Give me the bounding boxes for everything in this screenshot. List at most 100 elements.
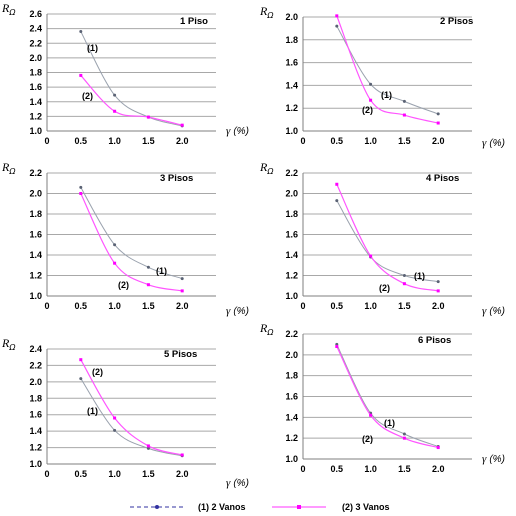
y-tick-label: 1.8 [285,35,298,45]
chart-svg: 1.0 1.2 1.4 1.6 1.8 2.0 2.2 0 0.5 1.0 1.5 2.0 RΩ γ (%)… [259,321,505,474]
y-tick-label: 1.2 [29,111,42,121]
y-axis-label: RΩ [259,321,274,337]
x-tick-label: 1.5 [142,301,155,311]
y-tick-label: 1.6 [29,82,42,92]
x-tick-label: 2.0 [176,301,189,311]
data-point-series-1 [402,274,406,277]
data-point-series-1 [79,185,83,189]
data-point-series-2 [335,14,339,18]
y-tick-label: 1.0 [29,459,42,469]
chart-svg: 1.0 1.2 1.4 1.6 1.8 2.0 0 0.5 1.0 1.5 2.0 RΩ γ (%) 2 P… [259,4,505,149]
y-tick-label: 1.4 [285,80,298,90]
series-line-2 [80,359,183,456]
data-point-series-2 [146,115,150,119]
series-label-1: (1) [381,90,392,100]
x-tick-label: 1.0 [108,301,121,311]
data-point-series-1 [369,82,373,86]
y-tick-label: 1.2 [29,271,42,281]
data-point-series-2 [402,282,406,286]
data-point-series-2 [79,73,83,77]
series-label-1: (1) [414,271,425,281]
series-line-2 [80,75,183,126]
data-point-series-1 [436,112,440,116]
series-label-1: (1) [87,406,98,416]
y-axis-label: RΩ [1,1,16,17]
x-tick-label: 0 [44,301,49,311]
y-tick-label: 1.8 [29,209,42,219]
y-tick-label: 1.4 [285,412,298,422]
legend: (1) 2 Vanos (2) 3 Vanos [0,498,516,516]
chart-panel-1-piso: 1.0 1.2 1.4 1.6 1.8 2.0 2.2 2.4 2.6 0 0.5 1.0 1.5 2.0… [0,0,258,164]
x-tick-label: 0.5 [331,464,344,474]
y-tick-label: 1.0 [285,126,298,136]
data-point-series-2 [146,283,150,287]
chart-title: 2 Pisos [440,16,473,27]
x-tick-label: 0.5 [75,469,88,479]
y-tick-label: 1.2 [285,103,298,113]
data-point-series-2 [369,98,373,102]
y-tick-label: 1.4 [29,250,42,260]
x-tick-label: 0 [300,136,305,146]
data-point-series-2 [79,358,83,362]
x-tick-label: 1.0 [108,469,121,479]
y-tick-label: 1.2 [285,433,298,443]
x-axis-label: γ (%) [226,477,249,489]
x-tick-label: 1.0 [108,136,121,146]
data-point-series-2 [369,413,373,417]
x-axis-label: γ (%) [482,137,505,149]
data-point-series-2 [402,436,406,440]
x-tick-label: 0 [44,469,49,479]
series-label-1: (1) [87,43,98,53]
series-line-2 [80,193,183,292]
data-point-series-1 [335,199,339,203]
data-point-series-1 [113,93,117,97]
x-tick-label: 2.0 [432,301,445,311]
y-tick-label: 1.0 [285,454,298,464]
data-point-series-1 [113,428,117,432]
y-axis-label: RΩ [259,4,274,20]
chart-panel-3-pisos: 1.0 1.2 1.4 1.6 1.8 2.0 2.2 0 0.5 1.0 1.5 2.0 RΩ γ (%)… [0,160,258,328]
chart-svg: 1.0 1.2 1.4 1.6 1.8 2.0 2.2 0 0.5 1.0 1.5 2.0 RΩ γ (%)… [1,160,249,317]
x-tick-label: 0.5 [331,136,344,146]
chart-title: 5 Pisos [164,349,197,360]
series-line-1 [80,378,183,457]
chart-panel-2-pisos: 1.0 1.2 1.4 1.6 1.8 2.0 0 0.5 1.0 1.5 2.0 RΩ γ (%) 2 P… [258,0,516,164]
y-axis-label: RΩ [1,336,16,352]
series-label-2: (2) [379,283,390,293]
x-axis-label: γ (%) [482,453,505,465]
data-point-series-1 [79,30,83,34]
x-tick-label: 0.5 [331,301,344,311]
chart-panel-6-pisos: 1.0 1.2 1.4 1.6 1.8 2.0 2.2 0 0.5 1.0 1.5 2.0 RΩ γ (%)… [258,321,516,492]
series-line-1 [336,25,439,115]
y-tick-label: 2.2 [29,360,42,370]
x-tick-label: 1.5 [142,469,155,479]
y-tick-label: 2.2 [29,168,42,178]
chart-panel-4-pisos: 1.0 1.2 1.4 1.6 1.8 2.0 2.2 0 0.5 1.0 1.5 2.0 RΩ γ (%)… [258,160,516,328]
x-tick-label: 1.5 [398,464,411,474]
series-line-2 [336,15,439,124]
y-tick-label: 2.0 [285,350,298,360]
x-tick-label: 2.0 [176,136,189,146]
series-label-2: (2) [92,367,103,377]
data-point-series-1 [146,265,150,269]
chart-panel-5-pisos: 1.0 1.2 1.4 1.6 1.8 2.0 2.2 2.4 0 0.5 1.0 1.5 2.0 RΩ γ… [0,328,258,492]
y-tick-label: 1.2 [29,443,42,453]
data-point-series-2 [180,289,184,293]
chart-title: 1 Piso [180,16,208,27]
y-tick-label: 2.2 [285,329,298,339]
series-label-1: (1) [156,266,167,276]
y-tick-label: 1.4 [285,250,298,260]
x-tick-label: 1.5 [142,136,155,146]
data-point-series-2 [146,444,150,448]
series-line-1 [80,31,183,127]
data-point-series-1 [146,446,150,450]
x-tick-label: 0 [44,136,49,146]
y-tick-label: 2.4 [29,344,42,354]
chart-svg: 1.0 1.2 1.4 1.6 1.8 2.0 2.2 2.4 0 0.5 1.0 1.5 2.0 RΩ γ… [1,336,249,489]
chart-svg: 1.0 1.2 1.4 1.6 1.8 2.0 2.2 2.4 2.6 0 0.5 1.0 1.5 2.0… [1,1,249,146]
chart-title: 6 Pisos [418,335,451,346]
x-tick-label: 0.5 [75,301,88,311]
legend-item-series-1: (1) 2 Vanos [128,498,246,516]
data-point-series-2 [436,289,440,293]
